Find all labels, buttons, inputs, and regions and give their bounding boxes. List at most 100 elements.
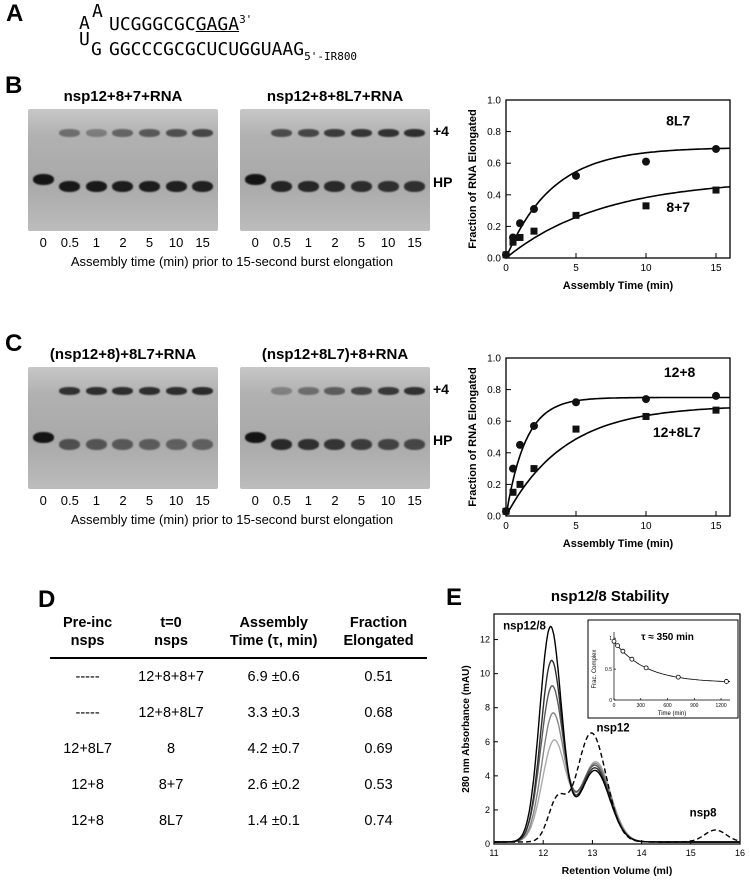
data-point-circle bbox=[516, 219, 524, 228]
x-tick-label: 15 bbox=[710, 263, 722, 274]
table-cell: ----- bbox=[75, 705, 100, 722]
plus4-band bbox=[165, 129, 187, 137]
plus4-band bbox=[192, 129, 214, 137]
gel-lane bbox=[377, 367, 400, 489]
x-axis-label: Assembly Time (min) bbox=[563, 538, 674, 550]
gel-lane bbox=[297, 109, 320, 231]
x-axis-label: Assembly Time (min) bbox=[563, 280, 674, 292]
hairpin-band bbox=[192, 181, 214, 192]
table-cell: 8+7 bbox=[158, 777, 184, 794]
table-header: Assembly Time (τ, min) bbox=[216, 612, 331, 660]
gel-lane bbox=[58, 109, 81, 231]
table-row: 12+8L7 8 4.2 ±0.7 0.69 bbox=[50, 731, 427, 767]
data-point-square bbox=[509, 238, 517, 246]
gel-block-preinc-12-8L7: (nsp12+8L7)+8+RNA 0 0.5 1 2 5 10 15 bbox=[240, 346, 430, 508]
plus4-band bbox=[59, 129, 81, 137]
hairpin-band bbox=[271, 439, 293, 450]
table-cell: 8 bbox=[167, 741, 176, 758]
inset-data-point bbox=[643, 665, 649, 671]
data-point-square bbox=[516, 480, 524, 488]
gel-lane bbox=[377, 109, 400, 231]
peak-label: nsp12/8 bbox=[503, 620, 546, 632]
lane-time-label: 15 bbox=[407, 235, 422, 250]
kinetics-chart-c: 0.0 0.2 0.4 0.6 0.8 1.0 0 5 10 15 Assembly Time (m… bbox=[467, 354, 731, 550]
lane-time-label: 1 bbox=[304, 493, 313, 508]
y-axis-label: 280 nm Absorbance (mAU) bbox=[461, 665, 472, 792]
gel-lane bbox=[323, 367, 346, 489]
lane-time-label: 5 bbox=[145, 235, 154, 250]
x-tick-label: 10 bbox=[640, 521, 652, 532]
x-tick-label: 11 bbox=[489, 848, 498, 858]
x-tick-label: 10 bbox=[640, 263, 652, 274]
y-tick-label: 0.8 bbox=[487, 385, 501, 396]
lane-time-label: 0 bbox=[39, 235, 47, 250]
plus4-band bbox=[139, 387, 161, 395]
x-tick-label: 15 bbox=[710, 521, 722, 532]
hairpin-band bbox=[404, 181, 426, 192]
plus4-band bbox=[351, 129, 373, 137]
top-strand-seq-text: UCGGGCGC bbox=[109, 14, 196, 35]
hairpin-band bbox=[351, 439, 373, 450]
hairpin-band bbox=[85, 181, 107, 192]
gel-image bbox=[240, 109, 430, 231]
data-point-square bbox=[572, 425, 580, 433]
gel-title: (nsp12+8L7)+8+RNA bbox=[261, 346, 409, 363]
data-point-circle bbox=[712, 144, 720, 153]
data-point-square bbox=[642, 412, 650, 420]
plus4-band bbox=[404, 129, 426, 137]
gel-lane bbox=[244, 367, 267, 489]
gel-title: (nsp12+8)+8L7+RNA bbox=[49, 346, 197, 363]
table-row: 12+8 8+7 2.6 ±0.2 0.53 bbox=[50, 767, 427, 803]
data-point-square bbox=[530, 227, 538, 235]
panel-d-label: D bbox=[38, 586, 56, 613]
lane-time-label: 10 bbox=[168, 235, 184, 250]
gel-lane bbox=[350, 109, 373, 231]
hairpin-band bbox=[244, 174, 266, 185]
y-tick-label: 0.8 bbox=[487, 127, 501, 138]
assembly-caption: Assembly time (min) prior to 15-second b… bbox=[70, 512, 394, 527]
underlined-gaga-seq: GAGA bbox=[195, 14, 240, 35]
peak-label: nsp8 bbox=[690, 808, 717, 820]
gel-lane bbox=[244, 109, 267, 231]
table-cell: 0.51 bbox=[364, 669, 393, 686]
plot-frame bbox=[493, 613, 741, 845]
gel-lane bbox=[111, 109, 134, 231]
gel-lane bbox=[270, 367, 293, 489]
hairpin-band bbox=[297, 181, 319, 192]
three-prime-label: 3' bbox=[239, 13, 253, 26]
band-label-plus4: +4 bbox=[433, 381, 449, 397]
x-tick-label: 0 bbox=[503, 263, 509, 274]
gel-image bbox=[240, 367, 430, 489]
loop-nucleotide-top: A bbox=[92, 1, 103, 22]
gel-lane bbox=[191, 367, 214, 489]
lane-time-label: 1 bbox=[92, 493, 101, 508]
gel-lane bbox=[165, 367, 188, 489]
hairpin-band bbox=[351, 181, 373, 192]
x-tick-label: 14 bbox=[637, 848, 647, 858]
table-row: ----- 12+8+8+7 6.9 ±0.6 0.51 bbox=[50, 658, 427, 695]
table-cell: 0.69 bbox=[364, 741, 393, 758]
data-point-circle bbox=[712, 391, 720, 400]
data-point-square bbox=[712, 406, 720, 414]
assembly-caption: Assembly time (min) prior to 15-second b… bbox=[70, 254, 394, 269]
plus4-band bbox=[85, 387, 107, 395]
x-tick-label: 13 bbox=[587, 848, 597, 858]
data-point-square bbox=[502, 507, 510, 515]
plus4-band bbox=[351, 387, 373, 395]
inset-frame bbox=[587, 619, 739, 719]
table-cell: 12+8L7 bbox=[63, 741, 112, 758]
table-cell: 12+8+8+7 bbox=[138, 669, 204, 686]
lane-time-label: 5 bbox=[145, 493, 154, 508]
plus4-band bbox=[377, 129, 399, 137]
plus4-band bbox=[297, 129, 319, 137]
y-tick-label: 4 bbox=[485, 771, 490, 781]
loop-nucleotide-bottom: G bbox=[91, 39, 102, 60]
hairpin-band bbox=[165, 181, 187, 192]
five-prime-ir800-label: 5'-IR800 bbox=[304, 50, 358, 63]
gel-block-nsp12-8-7: nsp12+8+7+RNA 0 0.5 1 2 5 10 15 bbox=[28, 88, 218, 250]
lane-time-label: 1 bbox=[92, 235, 101, 250]
plus4-band bbox=[271, 129, 293, 137]
data-point-square bbox=[502, 251, 510, 259]
